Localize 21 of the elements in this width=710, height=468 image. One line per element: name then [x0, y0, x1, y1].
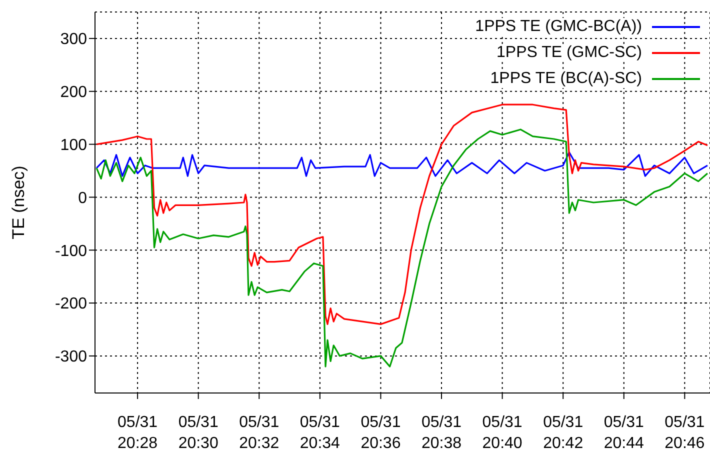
y-tick-label: 0: [78, 190, 88, 207]
y-axis-title: TE (nsec): [9, 166, 28, 240]
x-tick-label: 05/31 20:34: [300, 414, 340, 452]
y-tick-label: 300: [60, 31, 88, 48]
x-tick-label: 05/31 20:38: [421, 414, 462, 452]
x-tick-label: 05/31 20:42: [543, 414, 584, 452]
y-tick-label: -200: [54, 296, 88, 313]
legend-label: 1PPS TE (GMC-SC): [494, 44, 644, 62]
legend-label: 1PPS TE (BC(A)-SC): [488, 70, 644, 88]
y-tick-label: -300: [54, 348, 88, 366]
x-tick-label: 05/31 20:40: [482, 414, 522, 452]
x-tick-label: 05/31 20:28: [118, 414, 158, 452]
y-tick-label: 100: [60, 136, 88, 154]
x-tick-label: 05/31 20:30: [178, 414, 218, 452]
x-tick-label: 05/31 20:44: [604, 414, 644, 452]
x-tick-label: 05/31 20:32: [239, 414, 280, 452]
x-tick-label: 05/31 20:36: [360, 414, 401, 452]
y-tick-label: -100: [54, 242, 88, 260]
x-tick-label: 05/31 20:46: [664, 414, 705, 452]
y-tick-label: 200: [60, 84, 88, 102]
legend-label: 1PPS TE (GMC-BC(A)): [473, 18, 644, 36]
